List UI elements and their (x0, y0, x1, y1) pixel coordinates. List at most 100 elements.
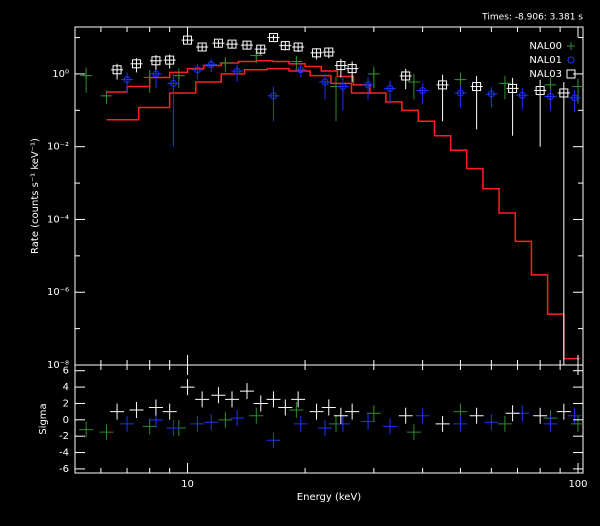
marker (369, 69, 378, 78)
marker (123, 76, 131, 84)
residual-point (148, 399, 163, 416)
residual-point (204, 414, 219, 431)
x-axis-label: Energy (keV) (297, 492, 362, 503)
plot-frame (74, 364, 584, 474)
marker (336, 61, 346, 71)
marker (280, 41, 290, 51)
residual-point (366, 405, 381, 422)
residual-point (195, 391, 210, 408)
marker (401, 71, 411, 81)
residual-point (484, 414, 499, 431)
marker (213, 38, 223, 48)
marker (82, 71, 91, 80)
y-tick-label: 10⁰ (52, 69, 69, 80)
residual-point (570, 415, 583, 432)
residual-point (382, 418, 397, 435)
legend-marker (567, 42, 575, 50)
residual-point (543, 415, 558, 432)
marker (268, 33, 278, 43)
residual-point (415, 407, 430, 424)
marker (102, 91, 111, 100)
marker (487, 90, 495, 98)
marker (293, 42, 303, 52)
marker (221, 58, 230, 67)
legend-label: NAL00 (529, 41, 562, 52)
y-tick-label: 10⁻⁶ (47, 287, 69, 298)
marker (456, 89, 464, 97)
legend-label: NAL03 (529, 69, 562, 80)
residual-point (505, 405, 520, 422)
x-tick-label: 10 (181, 479, 194, 490)
residual-point (266, 391, 281, 408)
spectrum-plot (80, 33, 583, 365)
marker (546, 80, 555, 89)
residual-plot (79, 379, 583, 449)
y-tick-label: 6 (63, 366, 69, 377)
model-line (106, 67, 372, 121)
residual-point (162, 403, 177, 420)
y-tick-label: 10⁻⁸ (47, 360, 69, 371)
residual-point (333, 407, 348, 424)
residual-point (230, 410, 245, 427)
marker (321, 78, 329, 86)
marker (292, 57, 301, 66)
y-tick-label: 10⁻⁴ (47, 214, 69, 225)
marker (546, 92, 554, 100)
marker (573, 82, 582, 91)
residual-point (556, 403, 571, 420)
residual-point (345, 403, 360, 420)
residual-point (266, 432, 281, 449)
residual-point (309, 403, 324, 420)
marker (233, 67, 241, 75)
chart-title: Times: -8.906: 3.381 s (481, 13, 583, 23)
residual-point (79, 421, 94, 438)
marker (518, 91, 526, 99)
residual-point (453, 415, 468, 432)
marker (112, 65, 122, 75)
residual-point (293, 415, 308, 432)
residual-point (435, 415, 450, 432)
residual-point (533, 407, 548, 424)
residual-point (166, 420, 181, 436)
marker (169, 79, 177, 87)
residual-point (398, 407, 413, 424)
marker (151, 56, 161, 66)
residual-point (406, 424, 421, 441)
marker (559, 88, 569, 98)
marker (256, 44, 266, 54)
marker (571, 94, 579, 102)
y-tick-label: 4 (63, 382, 69, 393)
residual-point (211, 387, 226, 404)
marker (242, 40, 252, 50)
marker (207, 61, 215, 69)
marker (364, 81, 372, 89)
marker (500, 79, 509, 88)
marker (227, 39, 237, 49)
marker (145, 73, 154, 82)
residual-point (99, 424, 114, 441)
residual-point (497, 415, 512, 432)
y-tick-label: -2 (59, 431, 69, 442)
marker (174, 71, 183, 80)
marker (438, 80, 448, 90)
y-tick-label: 0 (63, 415, 69, 426)
marker (324, 47, 334, 57)
residual-point (120, 415, 135, 432)
marker (197, 42, 207, 52)
residual-point (321, 399, 336, 416)
residual-point (190, 415, 205, 432)
y-tick-label: 2 (63, 398, 69, 409)
marker (409, 78, 418, 87)
residual-point (249, 407, 264, 424)
y-tick-label: 10⁻² (47, 142, 69, 153)
marker (419, 87, 427, 95)
y-tick-label: -6 (59, 464, 69, 475)
residual-point (239, 383, 254, 400)
legend-marker (566, 69, 576, 79)
marker (297, 66, 305, 74)
marker (456, 75, 465, 84)
residual-point (318, 420, 333, 436)
residual-point (110, 403, 125, 420)
residual-point (180, 379, 195, 396)
